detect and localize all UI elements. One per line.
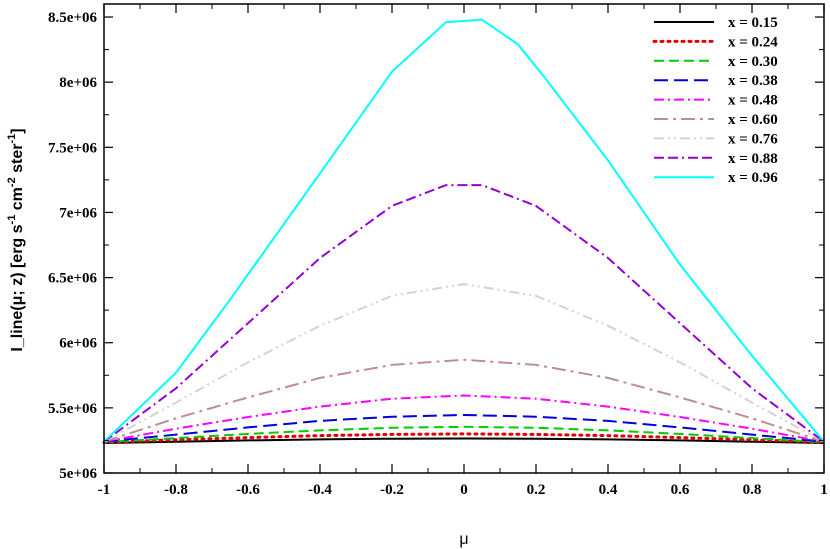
x-tick-label: -0.6	[236, 482, 260, 498]
x-tick-label: 0	[460, 482, 468, 498]
legend-label: x = 0.15	[728, 15, 778, 31]
legend-label: x = 0.96	[728, 170, 778, 186]
y-axis-title-part: I_line(μ; z) [erg s	[9, 224, 26, 351]
legend-label: x = 0.76	[728, 131, 778, 147]
legend-label: x = 0.30	[728, 54, 778, 70]
series-line-1	[103, 437, 825, 444]
series-line-4	[103, 413, 825, 443]
legend-label: x = 0.48	[728, 93, 778, 109]
x-tick-label: 0.2	[527, 482, 546, 498]
series-line-9	[103, 18, 825, 443]
legend-label: x = 0.60	[728, 112, 778, 128]
y-axis-title: I_line(μ; z) [erg s-1 cm-2 ster-1]	[6, 128, 26, 351]
y-tick-label: 5.5e+06	[48, 401, 97, 417]
y-tick-label: 5e+06	[59, 466, 97, 482]
y-axis-title-part: cm	[9, 187, 26, 215]
y-tick-label: 8.5e+06	[48, 10, 97, 26]
legend: x = 0.15 x = 0.24 x = 0.30 x = 0.38 x = 0.48…	[652, 15, 778, 186]
x-tick-label: -1	[98, 482, 111, 498]
y-tick-label: 6e+06	[59, 336, 97, 352]
series-line-8	[103, 184, 825, 443]
plot-frame	[103, 3, 825, 474]
series-line-2	[102, 432, 826, 444]
y-axis-title-superscript: -2	[6, 177, 18, 187]
y-axis-title-superscript: -1	[6, 215, 18, 225]
y-tick-label: 7.5e+06	[48, 140, 97, 156]
y-axis-title-superscript: -1	[6, 134, 18, 144]
y-tick-label: 6.5e+06	[48, 271, 97, 287]
series-layer	[102, 18, 826, 444]
x-tick-label: 0.4	[599, 482, 618, 498]
x-tick-label: -0.8	[164, 482, 188, 498]
x-tick-label: 1	[820, 482, 828, 498]
y-tick-label: 8e+06	[59, 75, 97, 91]
x-tick-label: 0.6	[671, 482, 690, 498]
x-tick-label: 0.8	[743, 482, 762, 498]
legend-label: x = 0.88	[728, 151, 778, 167]
series-line-7	[103, 283, 825, 443]
legend-label: x = 0.38	[728, 73, 778, 89]
series-line-3	[103, 425, 825, 444]
y-tick-label: 7e+06	[59, 205, 97, 221]
x-axis-title: μ	[459, 531, 468, 548]
legend-label: x = 0.24	[728, 34, 778, 50]
y-axis-title-part: ]	[9, 128, 26, 133]
x-tick-label: -0.2	[380, 482, 404, 498]
x-tick-label: -0.4	[308, 482, 332, 498]
series-line-6	[103, 358, 825, 443]
series-line-5	[103, 394, 825, 443]
y-axis-title-part: ster	[9, 144, 26, 178]
ticks-layer: -1 -0.8 -0.6 -0.4 -0.2 0 0.2 0.4 0.6 0.8 1 5e+06 5.5…	[48, 4, 828, 498]
